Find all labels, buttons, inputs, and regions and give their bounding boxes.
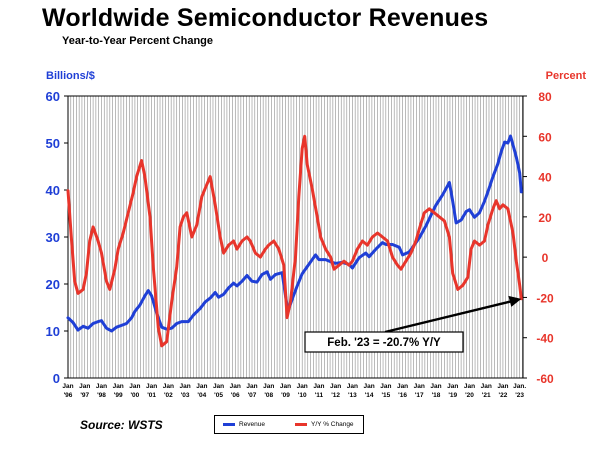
x-tick-label: '15 [381,392,390,399]
x-tick-label: '13 [348,392,357,399]
legend-item-yoy: Y/Y % Change [295,421,354,428]
legend-swatch-yoy [295,423,308,426]
x-tick-label: Jan [380,383,391,390]
x-tick-label: Jan [313,383,324,390]
annotation-label: Feb. '23 = -20.7% Y/Y [327,337,441,349]
x-tick-label: Jan [297,383,308,390]
x-tick-label: Jan [146,383,157,390]
x-tick-label: '10 [298,392,307,399]
legend: Revenue Y/Y % Change [214,415,364,434]
x-tick-label: Jan [179,383,190,390]
legend-swatch-revenue [223,423,235,426]
x-tick-label: '21 [482,392,491,399]
x-tick-label: Jan [263,383,274,390]
x-tick-label: '11 [315,392,324,399]
x-tick-label: '96 [64,392,73,399]
x-tick-label: Jan [79,383,90,390]
left-tick-label: 30 [46,230,60,245]
right-tick-label: 20 [538,211,552,225]
x-tick-label: '23 [515,392,524,399]
x-tick-label: Jan [364,383,375,390]
x-tick-label: '19 [448,392,457,399]
x-tick-label: Jan [347,383,358,390]
x-tick-label: '07 [248,392,257,399]
x-tick-label: Jan [330,383,341,390]
left-axis-title: Billions/$ [46,70,95,82]
x-tick-label: '98 [97,392,106,399]
right-tick-label: -20 [536,291,554,305]
x-tick-label: Jan. [513,383,526,390]
x-tick-label: '05 [214,392,223,399]
left-tick-label: 50 [46,136,60,151]
left-tick-label: 10 [46,324,60,339]
x-tick-label: Jan [62,383,73,390]
annotation-arrowhead [508,295,522,307]
x-tick-label: Jan [497,383,508,390]
x-tick-label: '02 [164,392,173,399]
x-tick-label: Jan [213,383,224,390]
x-tick-label: Jan [280,383,291,390]
x-tick-label: Jan [129,383,140,390]
x-tick-label: '00 [131,392,140,399]
yoy-series-line [66,134,523,348]
x-tick-label: '14 [365,392,374,399]
x-tick-label: Jan [430,383,441,390]
revenue-series-line [66,134,523,333]
right-tick-label: -60 [536,372,554,386]
source-note: Source: WSTS [80,418,163,432]
left-tick-label: 60 [46,89,60,104]
left-tick-label: 20 [46,277,60,292]
chart-title: Worldwide Semiconductor Revenues [42,4,489,32]
x-tick-label: Jan [397,383,408,390]
right-tick-label: 80 [538,90,552,104]
right-tick-label: -40 [536,332,554,346]
x-tick-label: '20 [465,392,474,399]
legend-item-revenue: Revenue [223,421,265,428]
x-tick-label: Jan [113,383,124,390]
x-tick-label: Jan [481,383,492,390]
legend-label-yoy: Y/Y % Change [311,421,354,428]
x-tick-label: Jan [464,383,475,390]
x-tick-label: '06 [231,392,240,399]
x-tick-label: Jan [230,383,241,390]
left-tick-label: 40 [46,183,60,198]
x-tick-label: '04 [197,392,206,399]
x-tick-label: Jan [414,383,425,390]
annotation-box [304,331,464,353]
chart-subtitle: Year-to-Year Percent Change [62,35,214,47]
left-tick-label: 0 [53,371,60,386]
right-tick-label: 60 [538,130,552,144]
x-tick-label: '16 [398,392,407,399]
legend-label-revenue: Revenue [239,421,266,428]
x-tick-label: '17 [415,392,424,399]
x-tick-label: '18 [432,392,441,399]
right-tick-label: 40 [538,171,552,185]
x-tick-label: '97 [80,392,89,399]
x-tick-label: Jan [447,383,458,390]
annotation-arrow [384,299,514,334]
x-tick-label: '03 [181,392,190,399]
x-tick-label: '09 [281,392,290,399]
right-tick-label: 0 [542,251,549,265]
x-tick-label: '12 [331,392,340,399]
x-tick-label: Jan [246,383,257,390]
x-tick-label: '01 [147,392,156,399]
x-tick-label: Jan [163,383,174,390]
right-axis-title: Percent [545,70,586,82]
x-tick-label: '99 [114,392,123,399]
x-tick-label: '22 [499,392,508,399]
x-tick-label: Jan [96,383,107,390]
x-tick-label: Jan [196,383,207,390]
x-tick-label: '08 [264,392,273,399]
